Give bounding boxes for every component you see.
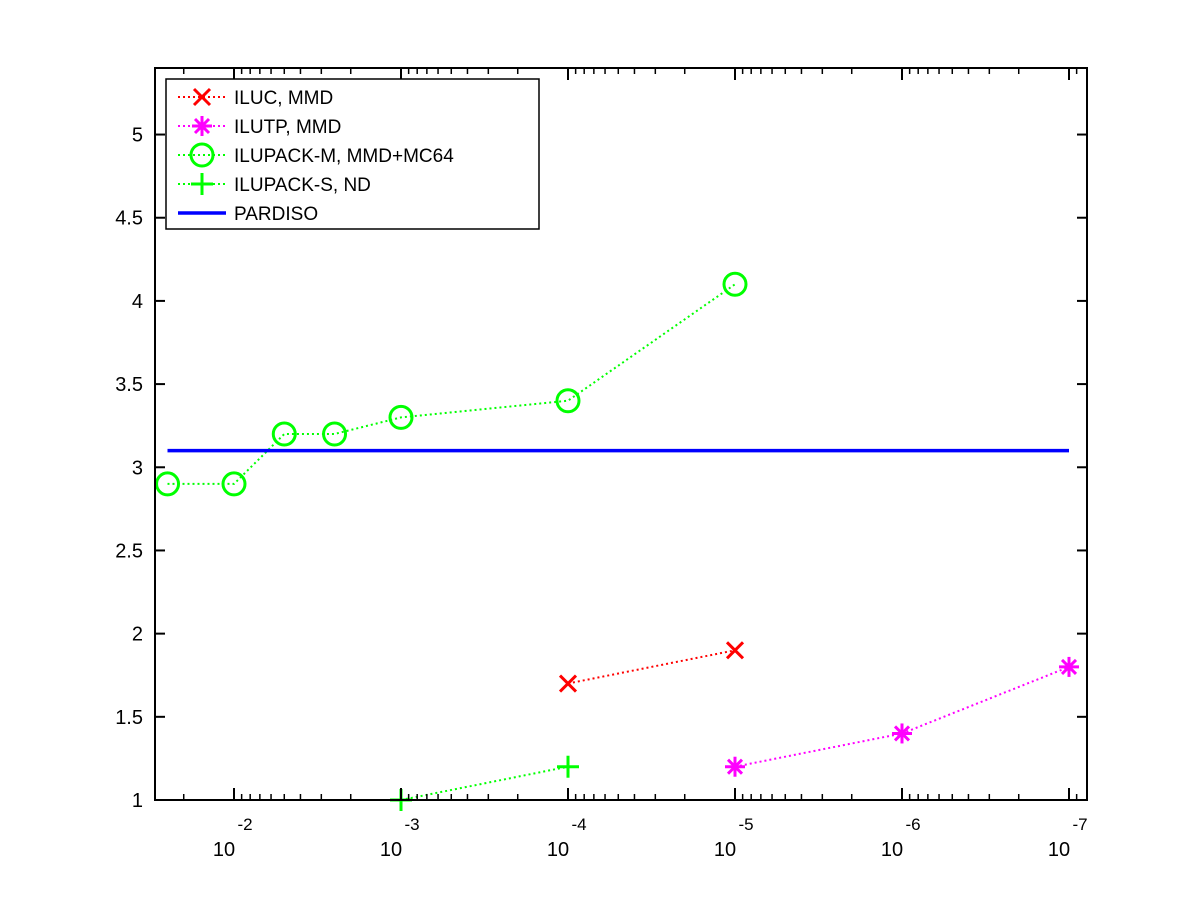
data-point-2-0 (155, 471, 181, 497)
legend-label-3: ILUPACK-S, ND (234, 175, 371, 196)
x-tick-label-base: 10 (380, 839, 402, 861)
data-point-2-2 (271, 421, 297, 447)
y-tick-label: 2 (132, 624, 143, 646)
x-tick-label-exponent: -7 (1072, 815, 1087, 834)
x-tick-label-exponent: -3 (404, 815, 419, 834)
legend-marker-0 (192, 87, 212, 107)
legend-entry-1: ILUTP, MMD (178, 116, 341, 138)
data-point-2-3 (322, 421, 348, 447)
legend-label-1: ILUTP, MMD (234, 117, 341, 138)
legend-label-0: ILUC, MMD (234, 88, 333, 109)
legend-label-4: PARDISO (234, 204, 318, 225)
x-tick-label-base: 10 (1048, 839, 1070, 861)
data-point-3-1 (557, 755, 579, 778)
x-tick-label-exponent: -2 (237, 815, 252, 834)
y-tick-label: 4.5 (115, 208, 143, 230)
legend-marker-1 (192, 116, 212, 136)
legend-box (165, 78, 540, 230)
data-point-0-1 (725, 641, 745, 660)
legend-entry-3: ILUPACK-S, ND (178, 173, 371, 196)
y-tick-label: 1.5 (115, 707, 143, 729)
series-line-3 (400, 765, 569, 801)
x-tick-label-base: 10 (213, 839, 235, 861)
x-tick-label-exponent: -4 (571, 815, 586, 834)
axes-box (154, 67, 1088, 801)
series-0 (558, 641, 745, 693)
legend-entry-2: ILUPACK-M, MMD+MC64 (178, 142, 454, 168)
legend: ILUC, MMD ILUTP, MMD ILUPACK-M, MMD+MC64 IL… (165, 78, 540, 230)
data-point-2-4 (388, 404, 414, 430)
y-tick-label: 3 (132, 457, 143, 479)
legend-marker-2 (189, 142, 215, 168)
legend-marker-3 (191, 173, 213, 195)
y-tick-label: 5 (132, 125, 143, 147)
x-tick-label-exponent: -6 (905, 815, 920, 834)
x-tick-label-exponent: -5 (738, 815, 753, 834)
data-point-2-5 (555, 388, 581, 414)
series-1 (725, 656, 1079, 777)
data-point-1-1 (892, 723, 912, 744)
legend-entry-0: ILUC, MMD (178, 87, 333, 109)
legend-entry-4: PARDISO (178, 204, 318, 225)
y-tick-label: 2.5 (115, 540, 143, 562)
x-tick-label-base: 10 (547, 839, 569, 861)
series-2 (155, 271, 748, 497)
data-point-1-2 (1059, 656, 1079, 677)
legend-label-2: ILUPACK-M, MMD+MC64 (234, 146, 454, 167)
y-tick-label: 4 (132, 291, 143, 313)
data-point-1-0 (725, 756, 745, 777)
axes-layer: 11.522.533.544.5510-210-310-410-510-610-… (115, 67, 1088, 861)
series-line-0 (567, 649, 736, 685)
data-point-2-1 (221, 471, 247, 497)
x-tick-label-base: 10 (881, 839, 903, 861)
data-point-2-6 (722, 271, 748, 297)
data-point-0-0 (558, 674, 578, 693)
y-tick-label: 3.5 (115, 374, 143, 396)
series-line-2 (167, 283, 736, 485)
y-tick-label: 1 (132, 790, 143, 812)
x-tick-label-base: 10 (714, 839, 736, 861)
plot-layer (155, 271, 1079, 811)
